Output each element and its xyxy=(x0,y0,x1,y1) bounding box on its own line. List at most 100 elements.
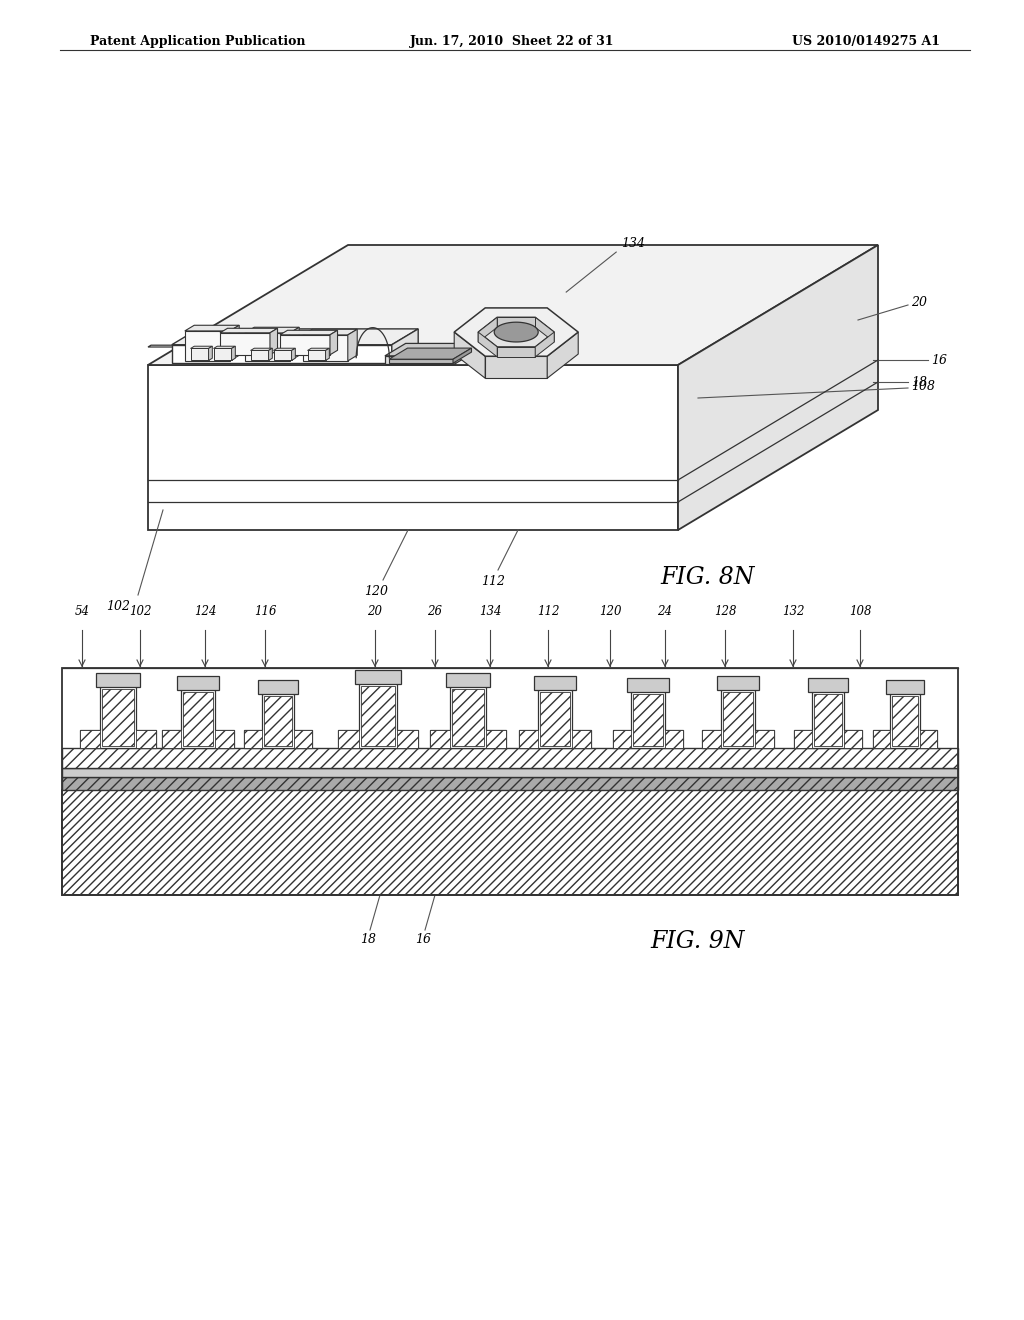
Polygon shape xyxy=(177,676,219,690)
Polygon shape xyxy=(534,676,575,690)
Polygon shape xyxy=(794,730,812,748)
Polygon shape xyxy=(184,325,240,331)
Polygon shape xyxy=(244,692,312,748)
Polygon shape xyxy=(873,692,937,748)
Polygon shape xyxy=(478,317,498,342)
Polygon shape xyxy=(498,347,536,356)
Text: FIG. 9N: FIG. 9N xyxy=(650,931,744,953)
Polygon shape xyxy=(294,730,312,748)
Polygon shape xyxy=(264,696,292,746)
Polygon shape xyxy=(920,730,937,748)
Polygon shape xyxy=(338,730,359,748)
Polygon shape xyxy=(613,690,683,748)
Polygon shape xyxy=(455,308,579,356)
Polygon shape xyxy=(292,348,295,360)
Polygon shape xyxy=(498,317,536,327)
Polygon shape xyxy=(245,333,290,360)
Text: 124: 124 xyxy=(194,605,216,618)
Polygon shape xyxy=(702,688,774,748)
Polygon shape xyxy=(229,325,240,360)
Polygon shape xyxy=(478,317,554,347)
Polygon shape xyxy=(184,331,229,360)
Text: 112: 112 xyxy=(537,605,559,618)
Polygon shape xyxy=(627,678,669,692)
Text: 132: 132 xyxy=(781,605,804,618)
Polygon shape xyxy=(385,343,475,356)
Bar xyxy=(62,748,958,768)
Polygon shape xyxy=(214,348,231,360)
Polygon shape xyxy=(148,346,374,347)
Text: US 2010/0149275 A1: US 2010/0149275 A1 xyxy=(792,36,940,48)
Polygon shape xyxy=(455,343,475,364)
Text: 108: 108 xyxy=(849,605,871,618)
Polygon shape xyxy=(307,351,326,360)
Text: 18: 18 xyxy=(360,933,376,946)
Text: 102: 102 xyxy=(106,601,130,612)
Polygon shape xyxy=(102,689,134,746)
Polygon shape xyxy=(307,348,330,351)
Polygon shape xyxy=(430,730,450,748)
Polygon shape xyxy=(723,692,753,746)
Polygon shape xyxy=(665,730,683,748)
Polygon shape xyxy=(172,345,392,363)
Text: 16: 16 xyxy=(931,354,947,367)
Text: 18: 18 xyxy=(911,375,927,388)
Text: 128: 128 xyxy=(714,605,736,618)
Text: FIG. 8N: FIG. 8N xyxy=(660,566,755,590)
Text: 134: 134 xyxy=(622,238,645,249)
Polygon shape xyxy=(794,690,862,748)
Text: 108: 108 xyxy=(911,380,935,392)
Polygon shape xyxy=(270,329,278,355)
Polygon shape xyxy=(209,346,212,360)
Polygon shape xyxy=(172,329,418,345)
Polygon shape xyxy=(96,673,140,686)
Polygon shape xyxy=(540,692,570,746)
Polygon shape xyxy=(330,330,338,355)
Polygon shape xyxy=(453,348,471,363)
Polygon shape xyxy=(455,333,485,379)
Text: Patent Application Publication: Patent Application Publication xyxy=(90,36,305,48)
Polygon shape xyxy=(389,359,453,363)
Polygon shape xyxy=(572,730,591,748)
Text: 102: 102 xyxy=(129,605,152,618)
Polygon shape xyxy=(873,730,890,748)
Polygon shape xyxy=(148,366,678,531)
Polygon shape xyxy=(485,356,547,379)
Text: 120: 120 xyxy=(364,585,388,598)
Polygon shape xyxy=(290,327,299,360)
Polygon shape xyxy=(486,730,506,748)
Polygon shape xyxy=(519,688,591,748)
Text: 16: 16 xyxy=(415,933,431,946)
Text: 120: 120 xyxy=(599,605,622,618)
Polygon shape xyxy=(162,730,181,748)
Polygon shape xyxy=(215,730,234,748)
Text: Jun. 17, 2010  Sheet 22 of 31: Jun. 17, 2010 Sheet 22 of 31 xyxy=(410,36,614,48)
Text: 116: 116 xyxy=(254,605,276,618)
Polygon shape xyxy=(338,682,418,748)
Polygon shape xyxy=(389,348,471,359)
Polygon shape xyxy=(190,346,212,348)
Polygon shape xyxy=(430,685,506,748)
Polygon shape xyxy=(258,680,298,694)
Polygon shape xyxy=(755,730,774,748)
Polygon shape xyxy=(613,730,631,748)
Polygon shape xyxy=(303,329,357,335)
Polygon shape xyxy=(326,348,330,360)
Polygon shape xyxy=(397,730,418,748)
Polygon shape xyxy=(190,348,209,360)
Polygon shape xyxy=(478,333,498,356)
Polygon shape xyxy=(678,246,878,531)
Text: 20: 20 xyxy=(911,297,927,309)
Polygon shape xyxy=(892,696,918,746)
Polygon shape xyxy=(80,730,100,748)
Polygon shape xyxy=(702,730,721,748)
Polygon shape xyxy=(80,685,156,748)
Polygon shape xyxy=(717,676,759,690)
Polygon shape xyxy=(245,327,299,333)
Polygon shape xyxy=(547,333,579,379)
Polygon shape xyxy=(136,730,156,748)
Polygon shape xyxy=(633,694,663,746)
Polygon shape xyxy=(183,692,213,746)
Polygon shape xyxy=(231,346,236,360)
Polygon shape xyxy=(844,730,862,748)
